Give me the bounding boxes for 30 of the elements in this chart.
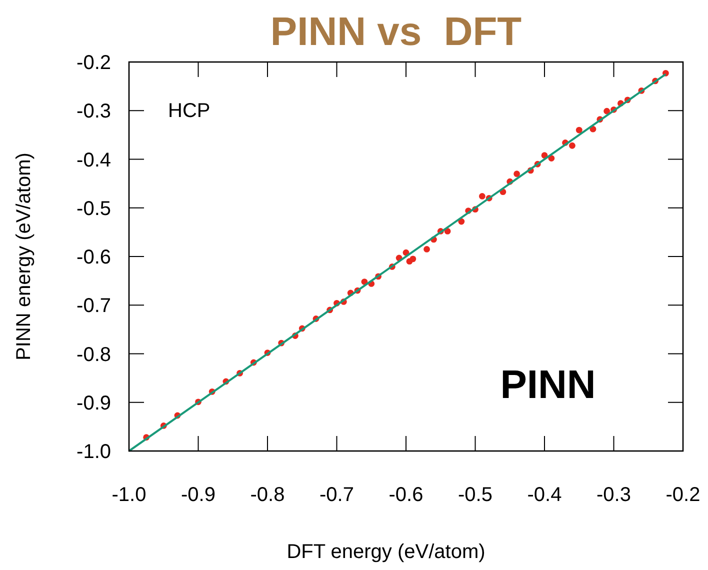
x-tick-label: -0.2 xyxy=(666,484,700,506)
x-tick-label: -0.6 xyxy=(388,484,424,506)
x-tick-label: -1.0 xyxy=(112,484,146,506)
x-tick-label: -0.5 xyxy=(458,484,492,506)
x-tick-label: -0.9 xyxy=(181,484,216,506)
x-tick-label: -0.8 xyxy=(250,484,285,506)
point xyxy=(569,142,576,149)
point xyxy=(576,126,582,134)
point xyxy=(424,246,430,252)
x-tick-label: -0.4 xyxy=(527,484,562,506)
point xyxy=(478,193,486,200)
point xyxy=(604,108,610,114)
y-tick-label: -0.6 xyxy=(76,246,111,268)
y-tick-label: -0.7 xyxy=(76,295,111,318)
y-axis-title: PINN energy (eV/atom) xyxy=(13,152,35,360)
y-tick-label: -0.4 xyxy=(76,149,111,172)
chart-title: PINN vs DFT xyxy=(270,10,522,54)
y-tick-label: -0.2 xyxy=(76,52,111,74)
point xyxy=(514,170,520,178)
point xyxy=(410,256,416,262)
y-tick-label: -0.9 xyxy=(76,392,111,414)
annotation: HCP xyxy=(168,100,210,122)
y-tick-label: -0.5 xyxy=(76,198,111,220)
x-tick-label: -0.7 xyxy=(320,484,354,506)
annotation: PINN xyxy=(500,363,596,407)
y-tick-label: -0.3 xyxy=(76,100,111,123)
x-axis-title: DFT energy (eV/atom) xyxy=(286,541,486,563)
y-tick-label: -0.8 xyxy=(76,344,111,366)
x-tick-label: -0.3 xyxy=(596,484,631,506)
y-tick-label: -1.0 xyxy=(76,441,111,463)
